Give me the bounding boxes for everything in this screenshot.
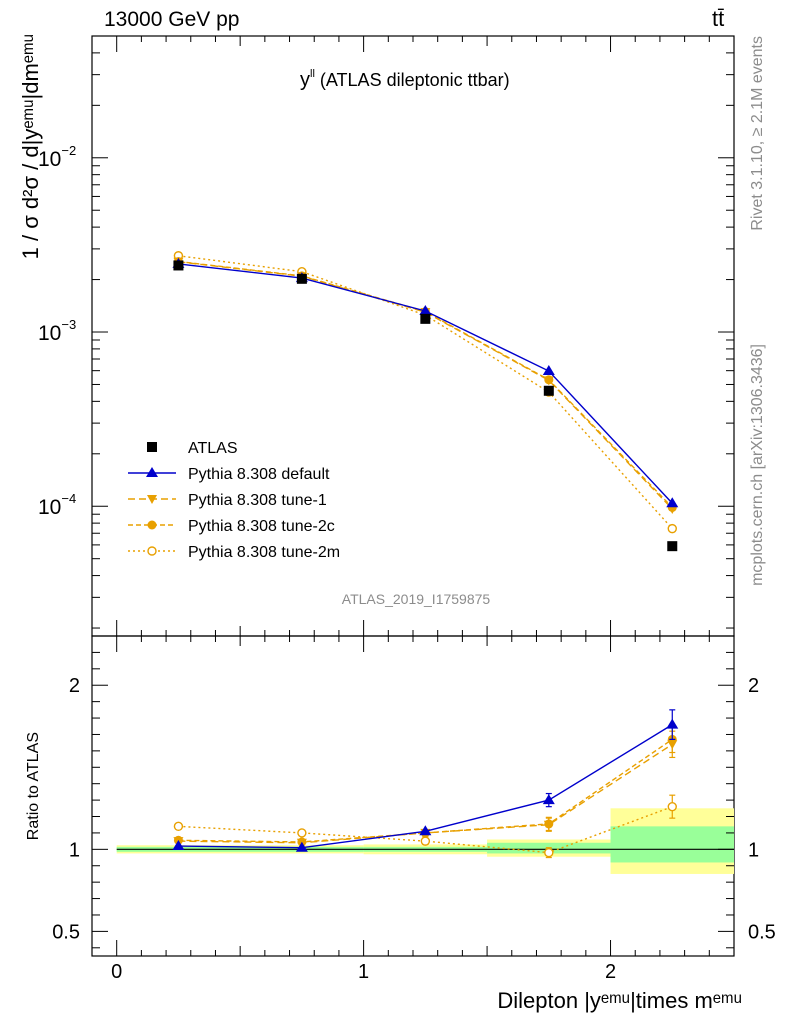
plot-title-rest: (ATLAS dileptonic ttbar) <box>315 70 510 90</box>
legend-entry: Pythia 8.308 tune-2m <box>128 544 340 561</box>
tick-labels: 0 1 2 10−2 10−3 10−4 0.5 0.5 1 1 2 2 <box>38 143 776 983</box>
ratio-y-tick-label: 1 <box>69 839 80 861</box>
ratio-y-tick-label: 2 <box>69 675 80 697</box>
plot-title: yll (ATLAS dileptonic ttbar) <box>300 68 510 91</box>
data-point <box>296 273 307 284</box>
ratio-point <box>297 828 307 838</box>
legend-label: Pythia 8.308 tune-1 <box>188 492 327 509</box>
main-series <box>172 251 679 552</box>
y-axis-label-main: 1 / σ d²σ / d|yᵉᵐᵘ|dmᵉᵐᵘ <box>18 34 43 259</box>
legend-label: Pythia 8.308 tune-2m <box>188 544 340 561</box>
ratio-point <box>543 820 554 830</box>
legend-label: ATLAS <box>188 440 238 457</box>
analysis-id: ATLAS_2019_I1759875 <box>342 591 491 607</box>
ratio-point <box>295 841 308 852</box>
ratio-series-tune2m <box>173 794 677 859</box>
ratio-band-inner <box>610 826 734 863</box>
legend-marker <box>147 546 157 556</box>
x-tick-label: 2 <box>605 961 616 983</box>
legend-label: Pythia 8.308 default <box>188 466 330 483</box>
x-tick-label: 0 <box>111 961 122 983</box>
legend-entry: Pythia 8.308 default <box>128 466 330 483</box>
ratio-point <box>667 801 677 812</box>
ratio-point <box>666 718 679 729</box>
ratio-point <box>172 840 185 851</box>
ratio-line <box>178 738 673 843</box>
legend-entry: Pythia 8.308 tune-1 <box>128 492 327 509</box>
y-tick-label: 10−4 <box>38 491 76 519</box>
ratio-point <box>542 794 555 805</box>
process-label: tt̄ <box>712 6 724 31</box>
data-point <box>419 305 432 316</box>
data-point <box>542 365 555 376</box>
energy-label: 13000 GeV pp <box>104 8 239 31</box>
data-point <box>667 523 677 534</box>
ratio-point <box>667 740 678 750</box>
ratio-y-tick-label-right: 0.5 <box>748 921 776 943</box>
series-line <box>178 255 673 530</box>
rivet-label: Rivet 3.1.10, ≥ 2.1M events <box>749 36 766 231</box>
ratio-point <box>420 836 431 846</box>
legend-entry: ATLAS <box>147 440 238 457</box>
legend-label: Pythia 8.308 tune-2c <box>188 518 335 535</box>
data-point <box>173 260 184 271</box>
y-tick-label: 10−2 <box>38 143 76 171</box>
legend-marker <box>147 442 157 452</box>
data-point <box>666 497 679 508</box>
ratio-point <box>419 825 432 836</box>
plot-title-main: y <box>300 69 310 91</box>
ratio-y-tick-label-right: 2 <box>748 675 759 697</box>
data-point <box>543 385 554 396</box>
legend: ATLAS Pythia 8.308 default Pythia 8.308 tu… <box>128 440 340 561</box>
data-point <box>667 541 678 552</box>
legend-marker <box>147 495 157 504</box>
ratio-y-tick-label-right: 1 <box>748 839 759 861</box>
y-tick-label: 10−3 <box>38 317 76 345</box>
axis-ticks <box>92 35 735 956</box>
series-tune2m <box>173 251 677 534</box>
x-tick-label: 1 <box>358 961 369 983</box>
ratio-series-default <box>172 709 679 852</box>
x-axis-label: Dilepton |yᵉᵐᵘ|times mᵉᵐᵘ <box>497 988 742 1013</box>
legend-entry: Pythia 8.308 tune-2c <box>128 518 335 535</box>
legend-marker <box>147 520 157 530</box>
legend-marker <box>146 467 158 477</box>
data-point <box>543 376 554 386</box>
plot-title-sup: ll <box>310 68 315 80</box>
ratio-bands <box>116 808 734 874</box>
ratio-point <box>544 847 554 858</box>
y-axis-label-ratio: Ratio to ATLAS <box>25 732 42 840</box>
ratio-y-tick-label: 0.5 <box>52 921 80 943</box>
ratio-point <box>173 821 184 832</box>
ratio-line <box>178 806 673 854</box>
series-data <box>173 260 678 552</box>
data-point <box>420 313 431 324</box>
mcplots-label: mcplots.cern.ch [arXiv:1306.3436] <box>749 344 766 586</box>
ratio-plot-frame <box>91 635 735 957</box>
series-line <box>178 261 673 510</box>
ratio-series <box>172 709 679 859</box>
